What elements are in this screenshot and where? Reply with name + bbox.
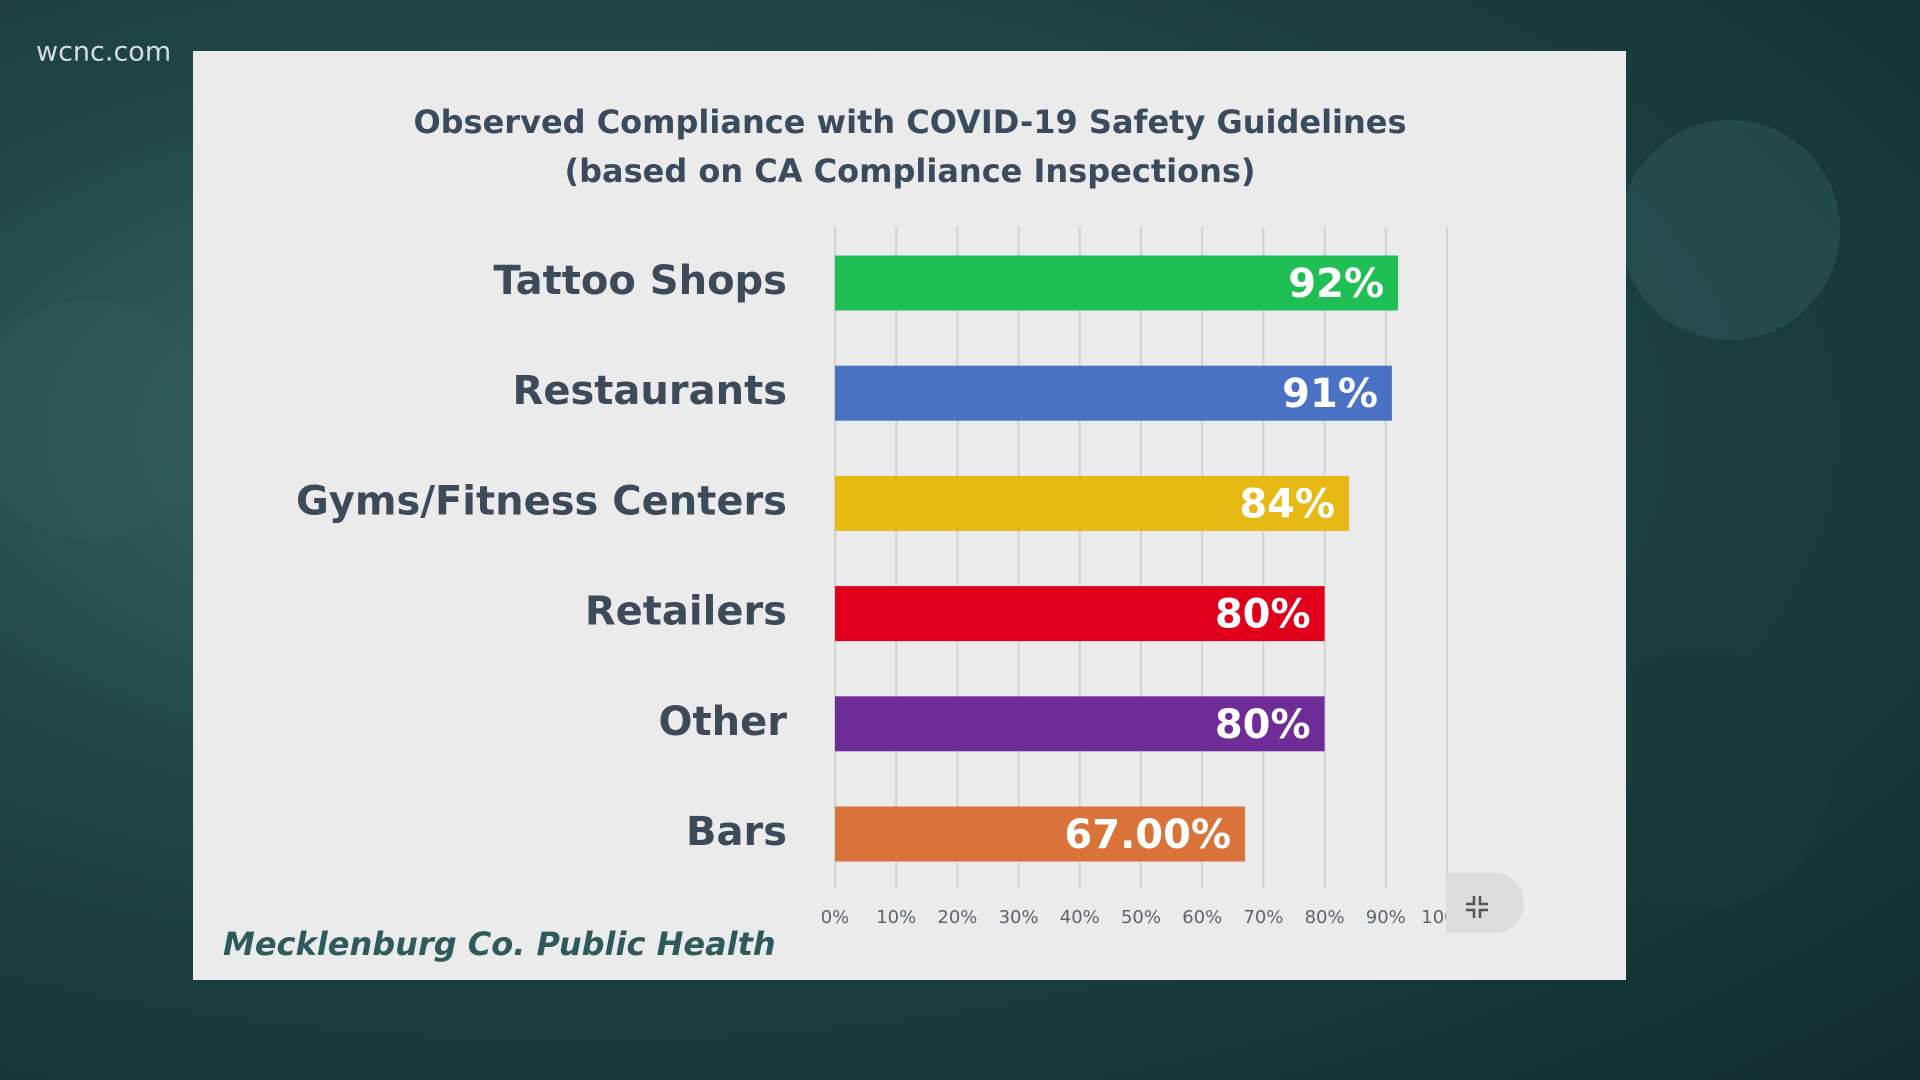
bar — [835, 255, 1399, 311]
value-label: 91% — [1282, 371, 1378, 417]
x-tick-label: 20% — [937, 907, 977, 928]
bar — [835, 696, 1325, 752]
chart-title: Observed Compliance with COVID-19 Safety… — [413, 103, 1406, 141]
bar — [835, 365, 1392, 421]
category-label: Other — [659, 699, 788, 745]
value-label: 80% — [1215, 702, 1311, 748]
category-label: Tattoo Shops — [494, 258, 787, 304]
bar — [835, 806, 1246, 862]
value-label: 67.00% — [1064, 812, 1231, 858]
value-label: 80% — [1215, 592, 1311, 638]
bar — [835, 475, 1350, 531]
x-tick-label: 0% — [821, 907, 850, 928]
collapse-icon — [1466, 896, 1488, 918]
x-tick-label: 90% — [1366, 907, 1406, 928]
category-label: Gyms/Fitness Centers — [296, 478, 787, 524]
chart-subtitle: (based on CA Compliance Inspections) — [564, 152, 1255, 190]
collapse-button[interactable] — [1494, 873, 1524, 933]
x-tick-label: 80% — [1305, 907, 1345, 928]
category-label: Retailers — [585, 589, 787, 635]
bg-blob — [0, 300, 210, 540]
x-tick-label: 60% — [1182, 907, 1222, 928]
category-label: Restaurants — [513, 368, 787, 414]
bar — [835, 586, 1325, 642]
bg-blob — [1570, 650, 1830, 910]
bg-blob — [1620, 120, 1840, 340]
x-tick-label: 40% — [1060, 907, 1100, 928]
x-tick-label: 10% — [876, 907, 916, 928]
watermark: wcnc.com — [36, 37, 171, 68]
source: Mecklenburg Co. Public Health — [223, 925, 776, 963]
plot: 0%10%20%30%40%50%60%70%80%90%100%Tattoo … — [296, 227, 1473, 928]
value-label: 84% — [1239, 481, 1335, 527]
category-label: Bars — [686, 809, 787, 855]
x-tick-label: 50% — [1121, 907, 1161, 928]
x-tick-label: 70% — [1243, 907, 1283, 928]
x-tick-label: 30% — [999, 907, 1039, 928]
value-label: 92% — [1288, 261, 1384, 307]
